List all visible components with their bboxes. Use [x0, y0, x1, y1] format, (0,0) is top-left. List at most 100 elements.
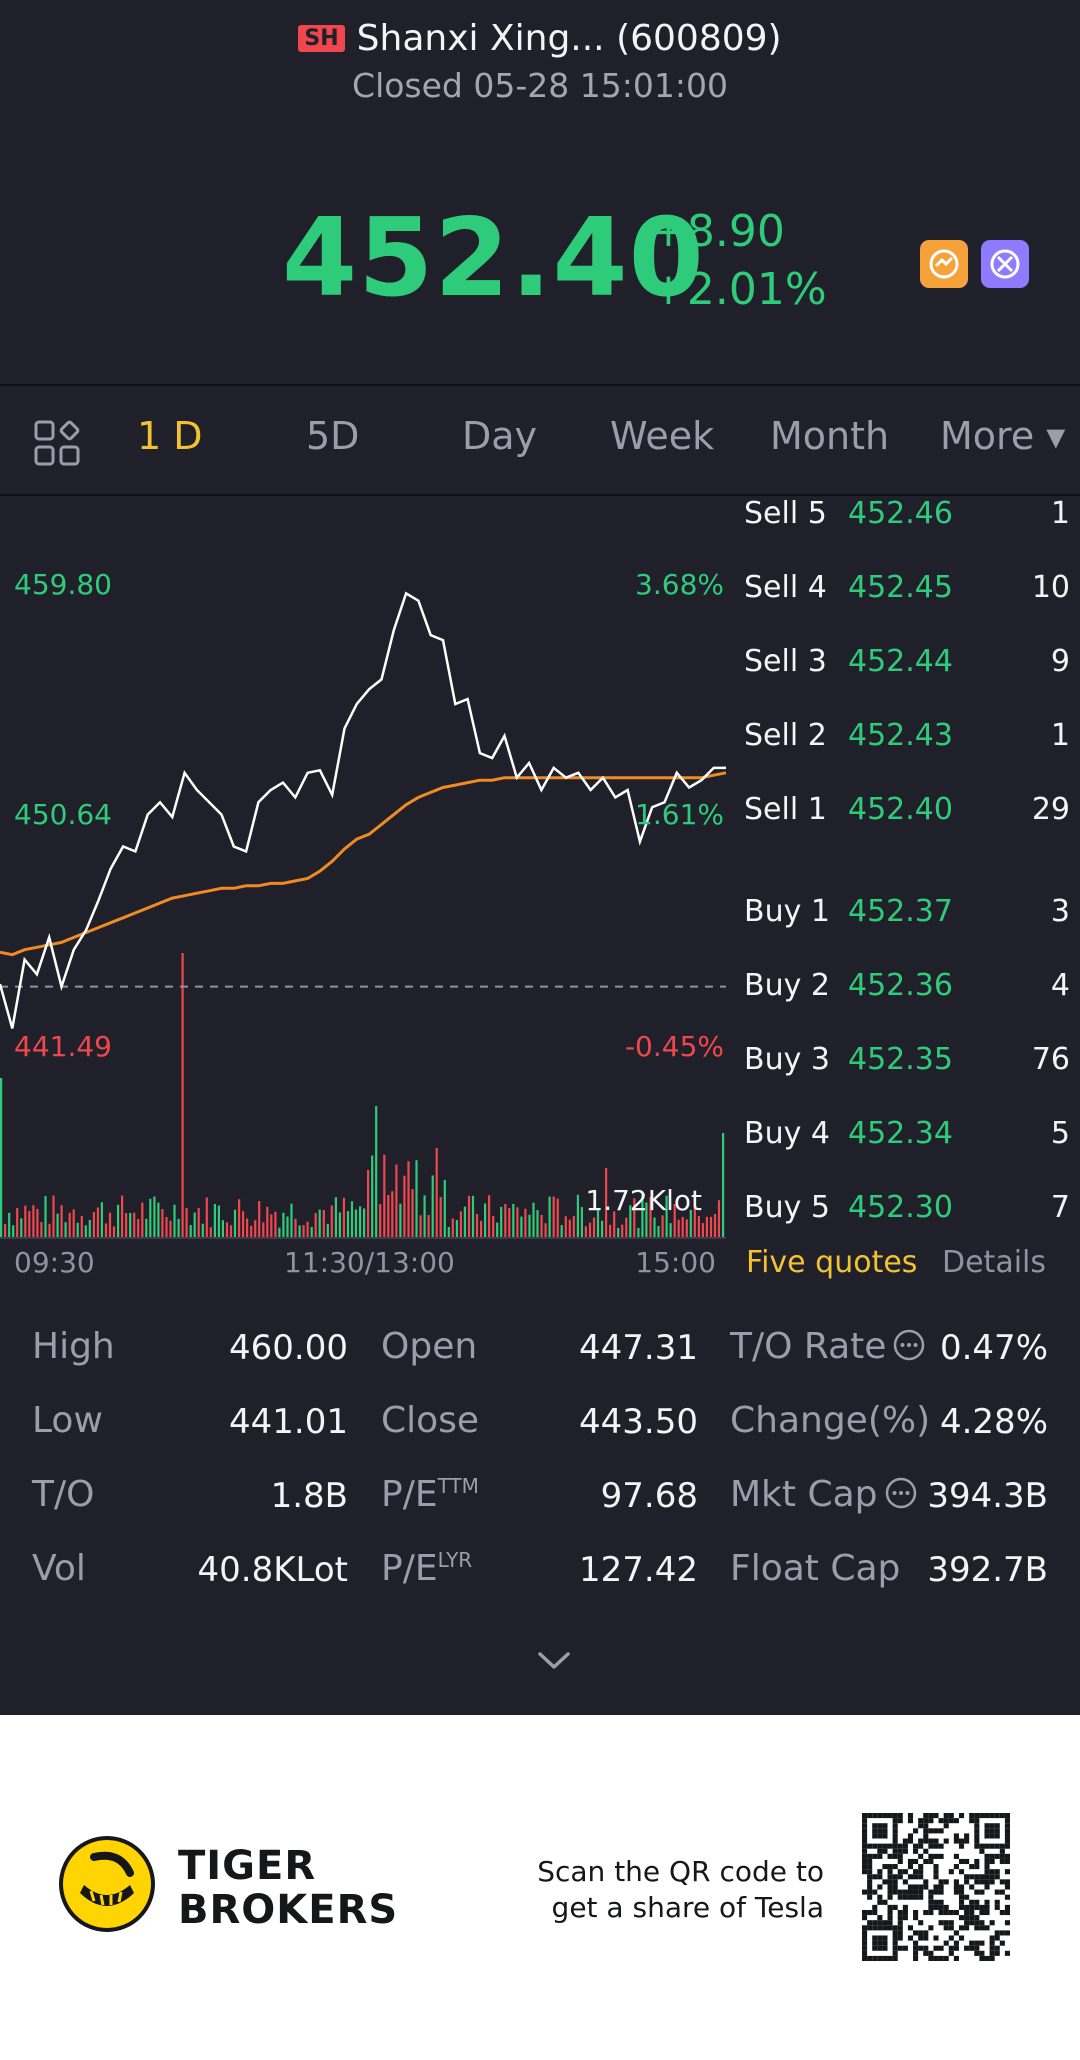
y-label-upper: 459.80 — [14, 568, 112, 601]
volume-bar — [649, 1196, 652, 1238]
tab-week[interactable]: Week — [610, 414, 715, 458]
volume-bar — [512, 1203, 515, 1238]
stat-pe-lyr-value: 127.42 — [579, 1550, 698, 1590]
sell-price: 452.45 — [848, 570, 953, 605]
volume-bar — [213, 1204, 216, 1238]
volume-bar — [488, 1195, 491, 1238]
volume-bar — [36, 1208, 39, 1238]
tab-1d[interactable]: 1 D — [137, 414, 203, 458]
volume-bar — [596, 1210, 600, 1238]
volume-bar — [278, 1227, 281, 1238]
stat-low-value: 441.01 — [229, 1402, 348, 1442]
volume-bar — [294, 1218, 297, 1238]
volume-bar — [40, 1222, 43, 1238]
more-info-icon[interactable] — [892, 1328, 926, 1362]
tab-more[interactable]: More ▾ — [940, 414, 1066, 458]
volume-bar — [540, 1214, 543, 1238]
period-tabs: 1 D 5D Day Week Month More ▾ — [0, 384, 1080, 496]
tab-month[interactable]: Month — [770, 414, 890, 458]
volume-bar — [459, 1211, 462, 1238]
brand-name-line1: TIGER — [178, 1843, 317, 1889]
purple-badge-icon[interactable] — [981, 240, 1029, 288]
volume-bar — [544, 1223, 547, 1238]
time-label-start: 09:30 — [14, 1246, 95, 1279]
pct-label-upper: 3.68% — [635, 568, 724, 601]
sell-label: Sell 3 — [744, 644, 827, 679]
sell-row-4[interactable]: Sell 4 452.45 10 — [730, 570, 1070, 614]
buy-volume: 7 — [1050, 1190, 1070, 1225]
sell-row-2[interactable]: Sell 2 452.43 1 — [730, 718, 1070, 762]
tab-5d[interactable]: 5D — [306, 414, 360, 458]
stock-title[interactable]: Shanxi Xing... (600809) — [356, 17, 782, 59]
more-info-icon[interactable] — [884, 1476, 918, 1510]
pe-ttm-sup: TTM — [437, 1474, 479, 1498]
market-status: Closed 05-28 15:01:00 — [352, 66, 728, 105]
volume-bar — [564, 1216, 567, 1238]
tab-day[interactable]: Day — [462, 414, 538, 458]
tab-five-quotes[interactable]: Five quotes — [746, 1245, 918, 1280]
volume-bar — [117, 1204, 120, 1238]
volume-bar — [8, 1212, 11, 1238]
volume-bar — [576, 1194, 579, 1238]
volume-bar — [367, 1170, 370, 1238]
volume-bar — [661, 1215, 664, 1238]
volume-bar — [592, 1217, 596, 1238]
volume-bar — [350, 1201, 354, 1238]
volume-bar — [68, 1212, 71, 1238]
qr-code[interactable] — [862, 1813, 1010, 1961]
buy-row-5[interactable]: Buy 5 452.30 7 — [730, 1190, 1070, 1234]
share-footer: TIGER BROKERS Scan the QR code to get a … — [0, 1715, 1080, 2060]
scan-text-line1: Scan the QR code to — [537, 1855, 824, 1888]
stat-vol-label: Vol — [32, 1548, 86, 1589]
buy-volume: 4 — [1050, 968, 1070, 1003]
chevron-down-icon[interactable] — [536, 1650, 572, 1672]
volume-bar — [270, 1214, 273, 1238]
volume-bar — [121, 1195, 124, 1238]
volume-bar — [169, 1220, 172, 1238]
stat-pe-ttm-label: P/ETTM — [381, 1474, 479, 1515]
volume-bar — [613, 1211, 616, 1238]
buy-row-1[interactable]: Buy 1 452.37 3 — [730, 894, 1070, 938]
layout-grid-icon[interactable] — [34, 420, 80, 466]
volume-bar — [52, 1195, 55, 1238]
volume-bar — [318, 1209, 321, 1238]
volume-bar — [552, 1196, 555, 1238]
intraday-chart[interactable]: 459.80 3.68% 450.64 1.61% 441.49 -0.45% … — [0, 496, 730, 1292]
stat-mktcap-label: Mkt Cap — [730, 1474, 918, 1515]
sell-volume: 1 — [1050, 718, 1070, 753]
sell-row-1[interactable]: Sell 1 452.40 29 — [730, 792, 1070, 836]
volume-bar — [290, 1203, 293, 1238]
volume-bar — [625, 1217, 628, 1238]
quote-header: SH Shanxi Xing... (600809) Closed 05-28 … — [0, 0, 1080, 384]
buy-row-2[interactable]: Buy 2 452.36 4 — [730, 968, 1070, 1012]
volume-bar — [363, 1208, 366, 1238]
volume-bar — [342, 1197, 345, 1238]
volume-bar — [76, 1222, 79, 1238]
volume-bar — [379, 1204, 382, 1238]
volume-bar — [560, 1225, 563, 1238]
volume-bar — [129, 1213, 132, 1238]
orange-badge-icon[interactable] — [920, 240, 968, 288]
volume-bar — [419, 1215, 422, 1238]
volume-bar — [391, 1191, 394, 1238]
volume-bar — [588, 1222, 592, 1238]
volume-bar — [713, 1214, 717, 1238]
volume-bar — [500, 1206, 503, 1238]
buy-row-3[interactable]: Buy 3 452.35 76 — [730, 1042, 1070, 1086]
sell-row-5[interactable]: Sell 5 452.46 1 — [730, 496, 1070, 540]
volume-bar — [568, 1219, 571, 1238]
volume-bar — [189, 1225, 192, 1238]
volume-bar — [250, 1225, 253, 1238]
volume-bar — [32, 1205, 35, 1238]
volume-bar — [609, 1224, 612, 1238]
volume-bar — [637, 1227, 640, 1238]
volume-bar — [375, 1106, 378, 1238]
tab-details[interactable]: Details — [942, 1245, 1047, 1280]
buy-row-4[interactable]: Buy 4 452.34 5 — [730, 1116, 1070, 1160]
sell-row-3[interactable]: Sell 3 452.44 9 — [730, 644, 1070, 688]
volume-bar — [423, 1195, 426, 1238]
sell-volume: 1 — [1050, 496, 1070, 531]
scan-text-line2: get a share of Tesla — [551, 1891, 824, 1924]
sell-volume: 10 — [1031, 570, 1070, 605]
buy-price: 452.34 — [848, 1116, 953, 1151]
